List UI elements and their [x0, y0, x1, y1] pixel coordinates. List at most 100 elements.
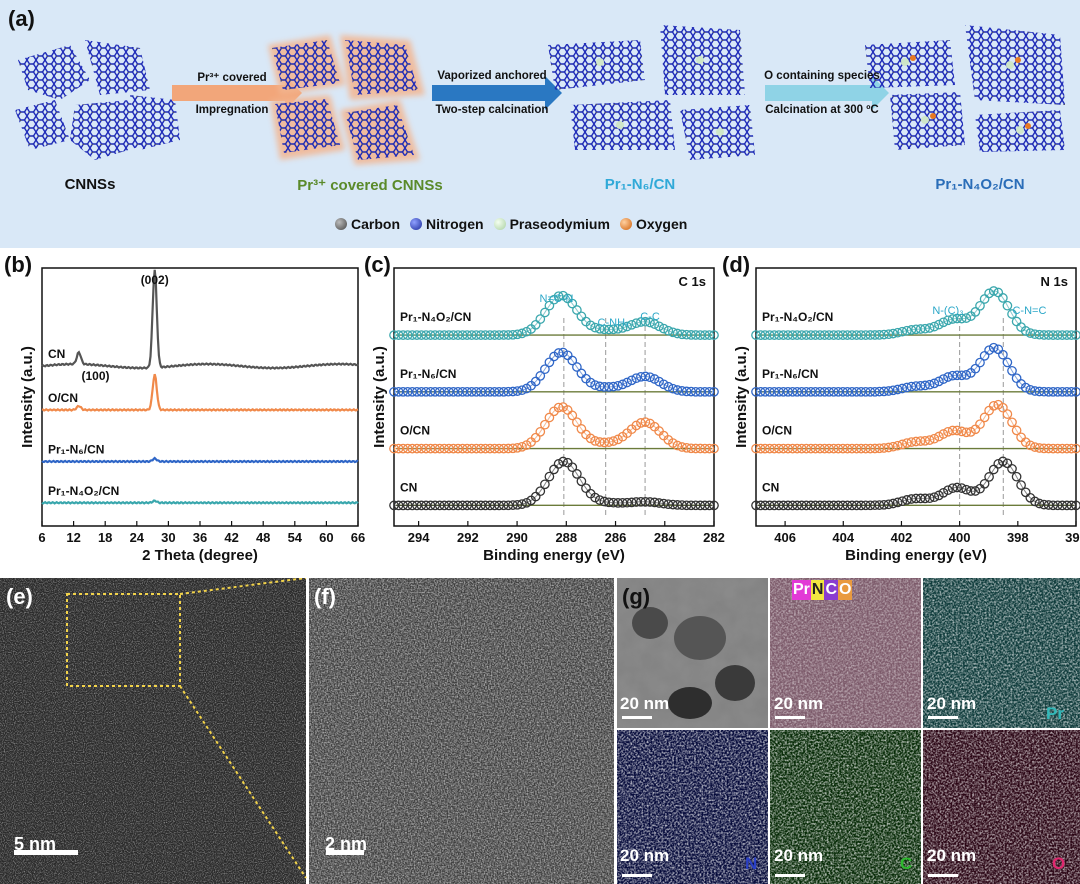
series-line [41, 269, 359, 370]
data-point [485, 443, 495, 454]
x-tick-label: 282 [703, 530, 725, 545]
data-point [466, 443, 477, 454]
series-label: O/CN [400, 424, 430, 438]
overlay-key-pr: Pr [792, 580, 811, 600]
annotation: N-(C)₃ [932, 305, 963, 317]
data-point [915, 324, 926, 334]
data-point [961, 370, 972, 380]
data-point [751, 386, 761, 397]
data-point [572, 305, 582, 315]
data-point [421, 386, 431, 397]
scale-bar-e [14, 850, 78, 855]
data-point [1020, 326, 1031, 336]
data-point [1071, 330, 1080, 340]
data-point [636, 317, 646, 327]
data-point [402, 330, 413, 340]
data-point [847, 386, 857, 397]
data-point [1011, 471, 1022, 482]
data-point [439, 330, 450, 340]
data-point [622, 377, 632, 388]
data-point [1034, 443, 1045, 453]
data-point [838, 500, 848, 511]
data-point [594, 381, 605, 392]
data-point [645, 317, 655, 328]
schematic-drawing [15, 25, 1065, 165]
data-point [631, 420, 642, 431]
data-point [608, 497, 619, 508]
series-label: Pr₁-N₄O₂/CN [400, 310, 471, 324]
data-point [530, 432, 541, 443]
data-point [769, 386, 780, 397]
data-point [567, 298, 578, 309]
x-tick-label: 36 [193, 530, 207, 545]
pr1n4o2-sheets [865, 25, 1065, 152]
o-map [923, 730, 1080, 884]
data-point [947, 370, 958, 381]
annotation: C-N=C [1012, 305, 1046, 317]
data-point [590, 322, 600, 333]
legend-praseodymium: Praseodymium [493, 216, 610, 232]
data-point [421, 500, 431, 511]
data-point [480, 330, 491, 340]
data-point [645, 372, 655, 383]
data-point [540, 479, 550, 490]
y-axis-label: Intensity (a.u.) [19, 346, 36, 448]
data-point [1071, 443, 1080, 454]
data-point [704, 330, 715, 340]
data-point [879, 386, 889, 397]
x-tick-label: 48 [256, 530, 270, 545]
data-point [489, 500, 500, 511]
data-point [1043, 500, 1054, 510]
data-point [425, 443, 436, 454]
overlay-key-o: O [838, 580, 853, 600]
data-point [956, 426, 967, 437]
data-point [961, 313, 972, 323]
data-point [540, 307, 550, 318]
x-axis-label: Binding energy (eV) [845, 547, 987, 564]
data-point [430, 330, 440, 340]
data-point [567, 355, 578, 366]
data-point [668, 499, 678, 510]
data-point [952, 313, 962, 324]
data-point [883, 499, 894, 510]
data-point [604, 324, 614, 335]
data-point [535, 426, 546, 437]
data-point [833, 330, 844, 340]
data-point [979, 412, 990, 423]
y-axis-label: Intensity (a.u.) [371, 346, 388, 448]
data-point [636, 418, 646, 428]
arrow-1 [172, 76, 302, 110]
data-point [508, 329, 518, 340]
data-point [434, 386, 445, 397]
data-point [553, 291, 564, 302]
data-point [824, 500, 834, 511]
data-point [425, 386, 436, 397]
data-point [457, 500, 468, 511]
arrow-3 [765, 76, 889, 110]
data-point [686, 330, 696, 340]
data-point [681, 442, 692, 453]
data-point [1002, 409, 1013, 419]
annotation: C-C [640, 311, 660, 323]
data-point [649, 319, 660, 329]
data-point [801, 330, 812, 340]
data-point [952, 370, 962, 381]
data-point [604, 497, 614, 508]
data-point [924, 435, 935, 445]
data-point [952, 425, 962, 436]
data-point [856, 386, 866, 397]
data-point [920, 435, 930, 446]
data-point [700, 443, 710, 454]
panel-label-e: (e) [6, 584, 33, 609]
data-point [755, 386, 766, 397]
data-point [1007, 417, 1017, 428]
data-point [471, 500, 482, 511]
data-point [920, 323, 930, 334]
x-tick-label: 6 [38, 530, 45, 545]
data-point [774, 443, 784, 454]
cnns-sheets [15, 40, 180, 160]
data-point [503, 330, 514, 340]
data-point [434, 443, 445, 454]
carbon-dot-icon [335, 218, 347, 230]
data-point [402, 500, 413, 511]
